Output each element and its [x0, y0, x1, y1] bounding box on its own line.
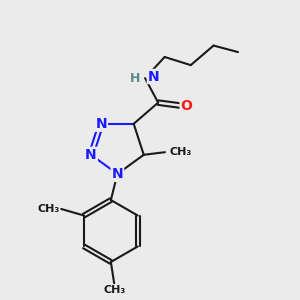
Text: O: O — [181, 99, 192, 113]
Text: N: N — [147, 70, 159, 83]
Text: N: N — [95, 117, 107, 131]
Text: H: H — [130, 72, 140, 85]
Text: CH₃: CH₃ — [170, 147, 192, 157]
Text: N: N — [112, 167, 123, 181]
Text: CH₃: CH₃ — [103, 285, 125, 295]
Text: CH₃: CH₃ — [38, 204, 60, 214]
Text: N: N — [85, 148, 97, 162]
